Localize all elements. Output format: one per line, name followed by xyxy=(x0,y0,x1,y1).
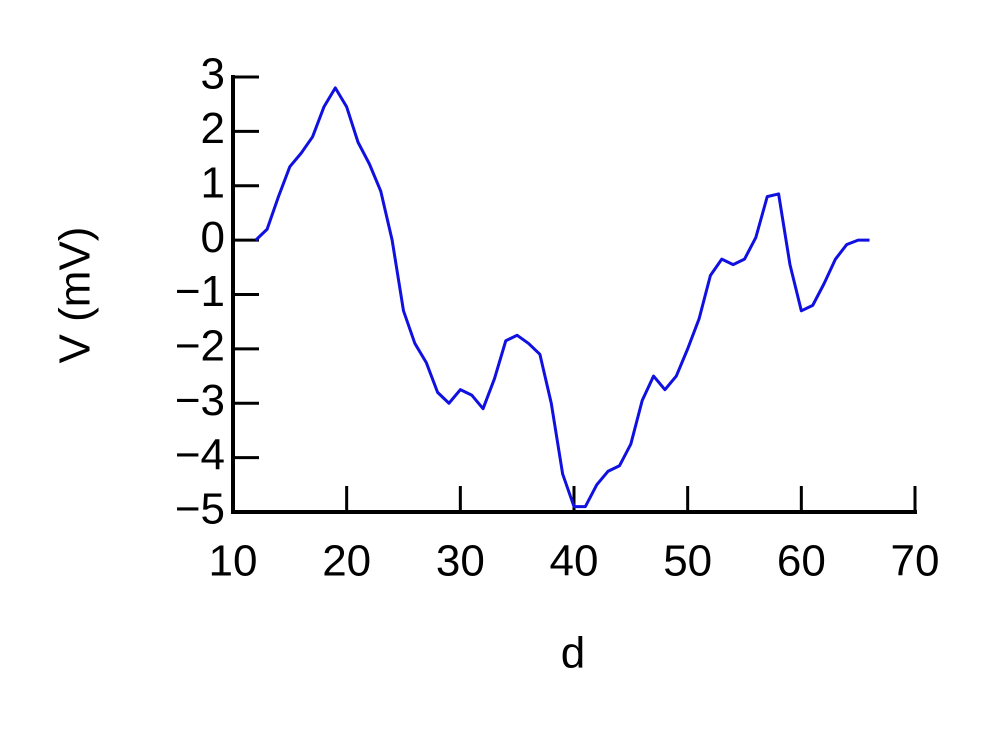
x-tick-label: 10 xyxy=(209,537,258,586)
y-tick-label: 0 xyxy=(201,213,225,262)
x-tick-label: 40 xyxy=(550,537,599,586)
x-tick-label: 20 xyxy=(322,537,371,586)
y-tick-label: −4 xyxy=(175,430,225,479)
y-tick-label: 3 xyxy=(201,50,225,99)
x-tick-label: 60 xyxy=(777,537,826,586)
y-tick-label: 2 xyxy=(201,104,225,153)
x-tick-label: 70 xyxy=(891,537,940,586)
y-tick-label: −2 xyxy=(175,322,225,371)
x-tick-label: 30 xyxy=(436,537,485,586)
y-tick-label: −5 xyxy=(175,485,225,534)
y-tick-label: −3 xyxy=(175,376,225,425)
x-axis-label: d xyxy=(561,629,585,678)
y-tick-label: 1 xyxy=(201,158,225,207)
data-line xyxy=(254,86,870,509)
y-axis-label: V (mV) xyxy=(51,227,100,364)
x-tick-label: 50 xyxy=(663,537,712,586)
y-tick-label: −1 xyxy=(175,267,225,316)
